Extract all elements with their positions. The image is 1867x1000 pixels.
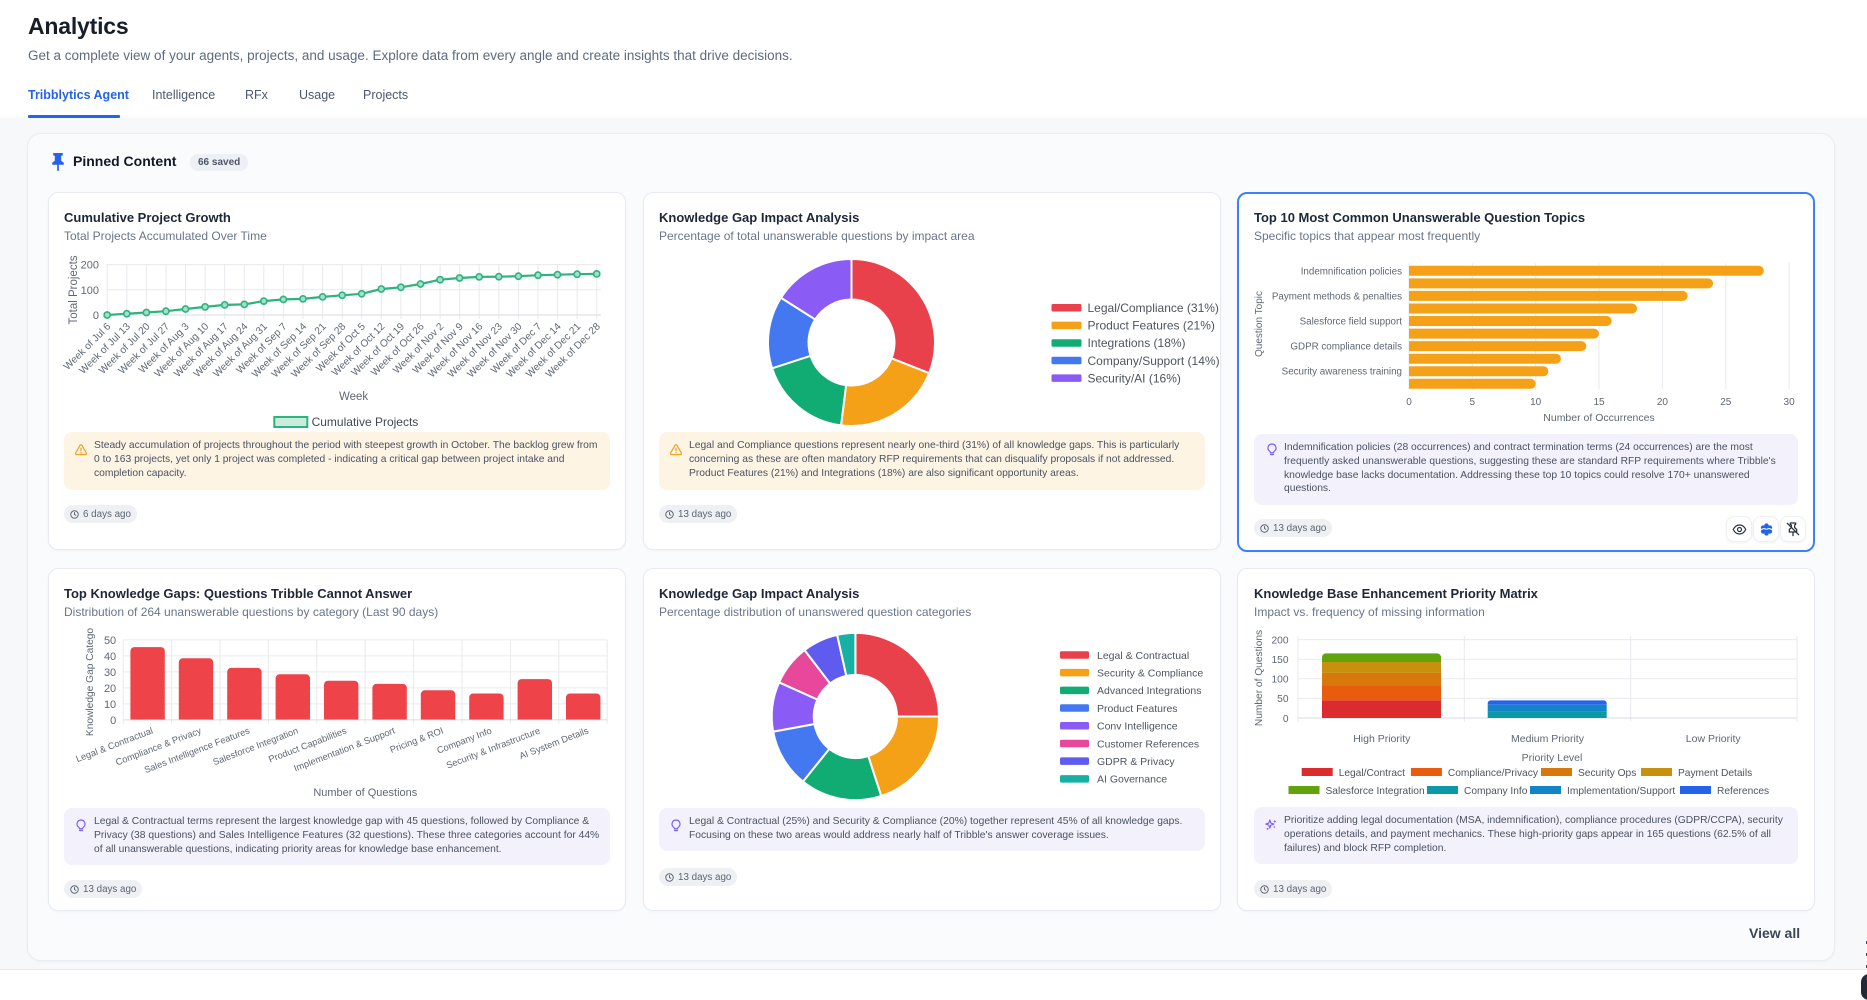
svg-text:Payment methods & penalties: Payment methods & penalties	[1272, 291, 1402, 302]
svg-text:50: 50	[1277, 694, 1289, 705]
svg-text:10: 10	[104, 699, 116, 711]
svg-text:100: 100	[81, 285, 99, 297]
svg-text:Low Priority: Low Priority	[1686, 733, 1742, 745]
svg-text:Legal/Contract: Legal/Contract	[1339, 768, 1405, 779]
svg-text:Salesforce Integration: Salesforce Integration	[1326, 786, 1425, 797]
svg-text:Product Features (21%): Product Features (21%)	[1088, 319, 1215, 333]
svg-text:AI Governance: AI Governance	[1097, 774, 1167, 786]
svg-text:0: 0	[110, 715, 116, 727]
svg-text:Security awareness training: Security awareness training	[1282, 367, 1402, 378]
svg-text:Legal/Compliance (31%): Legal/Compliance (31%)	[1088, 301, 1219, 315]
svg-text:Knowledge Gap Catego: Knowledge Gap Catego	[85, 628, 96, 737]
svg-text:Company Info: Company Info	[1464, 786, 1528, 797]
svg-text:5: 5	[1470, 397, 1476, 408]
svg-text:GDPR compliance details: GDPR compliance details	[1290, 342, 1402, 353]
svg-text:Integrations (18%): Integrations (18%)	[1088, 336, 1186, 350]
svg-text:100: 100	[1272, 675, 1289, 686]
svg-text:200: 200	[1272, 635, 1289, 646]
svg-text:References: References	[1717, 786, 1769, 797]
svg-text:Product Features: Product Features	[1097, 703, 1178, 715]
svg-text:200: 200	[81, 260, 99, 272]
svg-text:Legal & Contractual: Legal & Contractual	[1097, 650, 1189, 662]
svg-text:Number of Occurrences: Number of Occurrences	[1543, 412, 1654, 424]
svg-text:Total Projects: Total Projects	[68, 255, 80, 324]
svg-text:40: 40	[104, 651, 116, 663]
svg-text:Cumulative Projects: Cumulative Projects	[312, 415, 419, 429]
svg-text:Implementation/Support: Implementation/Support	[1567, 786, 1675, 797]
svg-text:Question Topic: Question Topic	[1254, 291, 1265, 357]
svg-text:High Priority: High Priority	[1353, 733, 1411, 745]
svg-text:Conv Intelligence: Conv Intelligence	[1097, 721, 1178, 733]
svg-text:Security Ops: Security Ops	[1578, 768, 1636, 779]
svg-text:Number of Questions: Number of Questions	[313, 787, 417, 799]
svg-text:150: 150	[1272, 655, 1289, 666]
svg-text:0: 0	[1283, 714, 1289, 725]
svg-text:20: 20	[104, 683, 116, 695]
svg-text:Advanced Integrations: Advanced Integrations	[1097, 685, 1202, 697]
svg-text:20: 20	[1657, 397, 1669, 408]
svg-text:Security & Compliance: Security & Compliance	[1097, 668, 1203, 680]
svg-text:Security/AI (16%): Security/AI (16%)	[1088, 371, 1181, 385]
svg-text:Salesforce Integration: Salesforce Integration	[211, 726, 299, 768]
svg-text:50: 50	[104, 635, 116, 647]
svg-text:0: 0	[1406, 397, 1412, 408]
svg-text:30: 30	[1784, 397, 1796, 408]
svg-text:10: 10	[1530, 397, 1542, 408]
svg-text:Company/Support (14%): Company/Support (14%)	[1088, 354, 1220, 368]
svg-text:Week: Week	[339, 391, 368, 403]
svg-text:Priority Level: Priority Level	[1522, 752, 1583, 764]
svg-text:Indemnification policies: Indemnification policies	[1301, 266, 1402, 277]
svg-text:15: 15	[1593, 397, 1605, 408]
svg-text:Customer References: Customer References	[1097, 738, 1199, 750]
svg-text:Compliance/Privacy: Compliance/Privacy	[1448, 768, 1539, 779]
svg-text:Payment Details: Payment Details	[1678, 768, 1752, 779]
svg-text:Medium Priority: Medium Priority	[1511, 733, 1585, 745]
svg-text:Salesforce field support: Salesforce field support	[1300, 317, 1403, 328]
svg-text:GDPR & Privacy: GDPR & Privacy	[1097, 756, 1175, 768]
svg-text:25: 25	[1720, 397, 1732, 408]
svg-text:0: 0	[93, 310, 99, 322]
svg-text:30: 30	[104, 667, 116, 679]
svg-text:Number of Questions: Number of Questions	[1254, 630, 1265, 726]
